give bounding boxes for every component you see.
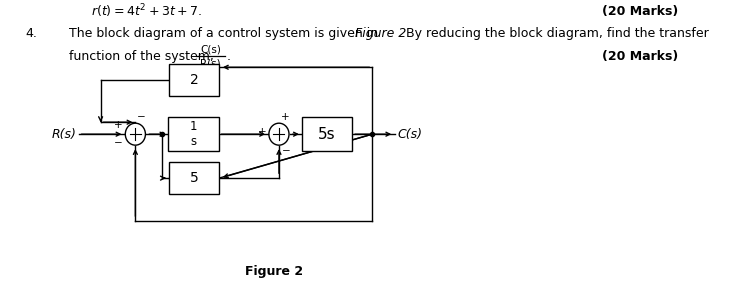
Text: +: + <box>281 112 289 122</box>
Text: The block diagram of a control system is given in: The block diagram of a control system is… <box>69 27 382 40</box>
Text: . By reducing the block diagram, find the transfer: . By reducing the block diagram, find th… <box>398 27 709 40</box>
Bar <box>169 64 219 96</box>
Text: (20 Marks): (20 Marks) <box>602 50 678 63</box>
Bar <box>169 162 219 194</box>
Text: −: − <box>114 138 123 148</box>
Text: C(s): C(s) <box>200 44 221 54</box>
Text: $r(t) = 4t^{2} + 3t + 7.$: $r(t) = 4t^{2} + 3t + 7.$ <box>91 3 203 20</box>
Text: (20 Marks): (20 Marks) <box>602 5 678 18</box>
Text: −: − <box>137 112 146 122</box>
Text: +: + <box>258 127 266 137</box>
Text: 5s: 5s <box>319 127 336 142</box>
Text: C(s): C(s) <box>398 128 423 141</box>
Text: 1
s: 1 s <box>190 120 197 148</box>
Text: R(s): R(s) <box>200 58 221 68</box>
Text: function of the system,: function of the system, <box>69 50 213 63</box>
Text: −: − <box>282 146 291 156</box>
Text: 2: 2 <box>190 73 198 87</box>
Text: +: + <box>114 120 123 130</box>
Bar <box>302 117 352 151</box>
Text: 4.: 4. <box>26 27 38 40</box>
Text: 5: 5 <box>190 171 198 185</box>
Text: Figure 2: Figure 2 <box>355 27 406 40</box>
Text: Figure 2: Figure 2 <box>245 264 303 277</box>
Text: .: . <box>227 50 231 63</box>
Bar <box>168 117 218 151</box>
Text: R(s): R(s) <box>52 128 77 141</box>
